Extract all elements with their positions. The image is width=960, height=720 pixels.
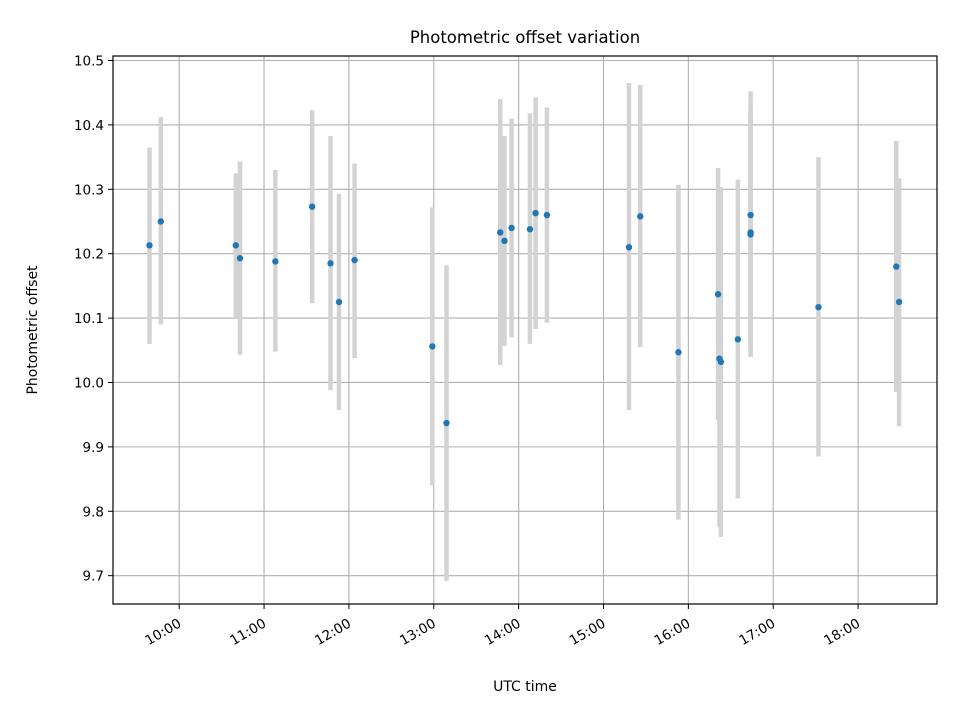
y-axis-label: Photometric offset [25,265,41,395]
x-tick-label: 14:00 [482,616,524,649]
data-point [335,298,343,306]
y-tick-label: 10.2 [74,247,104,263]
data-point [717,358,725,366]
data-point [625,244,633,251]
data-point [351,256,358,264]
x-axis-label: UTC time [493,679,557,695]
data-point [501,237,508,245]
x-tick-label: 10:00 [142,616,184,649]
data-point [508,224,515,232]
data-point [272,258,279,265]
x-tick-label: 11:00 [227,616,269,649]
x-tick-label: 15:00 [567,616,609,649]
data-point [146,242,153,249]
plot-area-frame [112,55,938,605]
x-tick-label: 12:00 [312,616,354,649]
data-point [497,229,504,236]
data-point [815,303,822,311]
y-tick-label: 10.4 [74,118,104,134]
y-tick-label: 10.0 [74,375,104,391]
error-bars [147,83,902,581]
y-axis: 9.7 9.8 9.9 10.0 10.1 10.2 10.3 10.4 10.5 [74,54,113,585]
grid [113,56,937,604]
data-point [532,209,539,217]
data-point [327,260,334,267]
data-point [747,211,754,219]
data-point [443,419,450,427]
data-point [675,349,682,356]
y-tick-label: 9.8 [83,504,104,520]
data-point [714,291,722,298]
data-points [146,203,903,427]
y-tick-label: 9.7 [83,569,104,585]
data-point [893,263,900,270]
data-point [157,218,165,225]
data-point [637,213,644,220]
data-point [734,336,742,343]
y-tick-label: 10.1 [74,311,104,327]
data-point [543,211,551,219]
data-point [526,226,534,233]
x-tick-label: 16:00 [652,616,694,649]
data-point [895,298,903,306]
data-point [232,242,239,249]
x-tick-label: 13:00 [397,616,439,649]
chart-title: Photometric offset variation [410,28,640,47]
data-point [308,203,316,210]
y-tick-label: 10.5 [74,54,104,70]
x-axis: 10:00 11:00 12:00 13:00 14:00 15:00 16:00 17:00… [142,604,863,649]
data-point [429,343,436,350]
data-point [747,231,754,238]
data-point [236,254,244,262]
y-tick-label: 10.3 [74,182,104,198]
y-tick-label: 9.9 [83,440,104,456]
x-tick-label: 17:00 [737,616,779,649]
x-tick-label: 18:00 [821,616,863,649]
